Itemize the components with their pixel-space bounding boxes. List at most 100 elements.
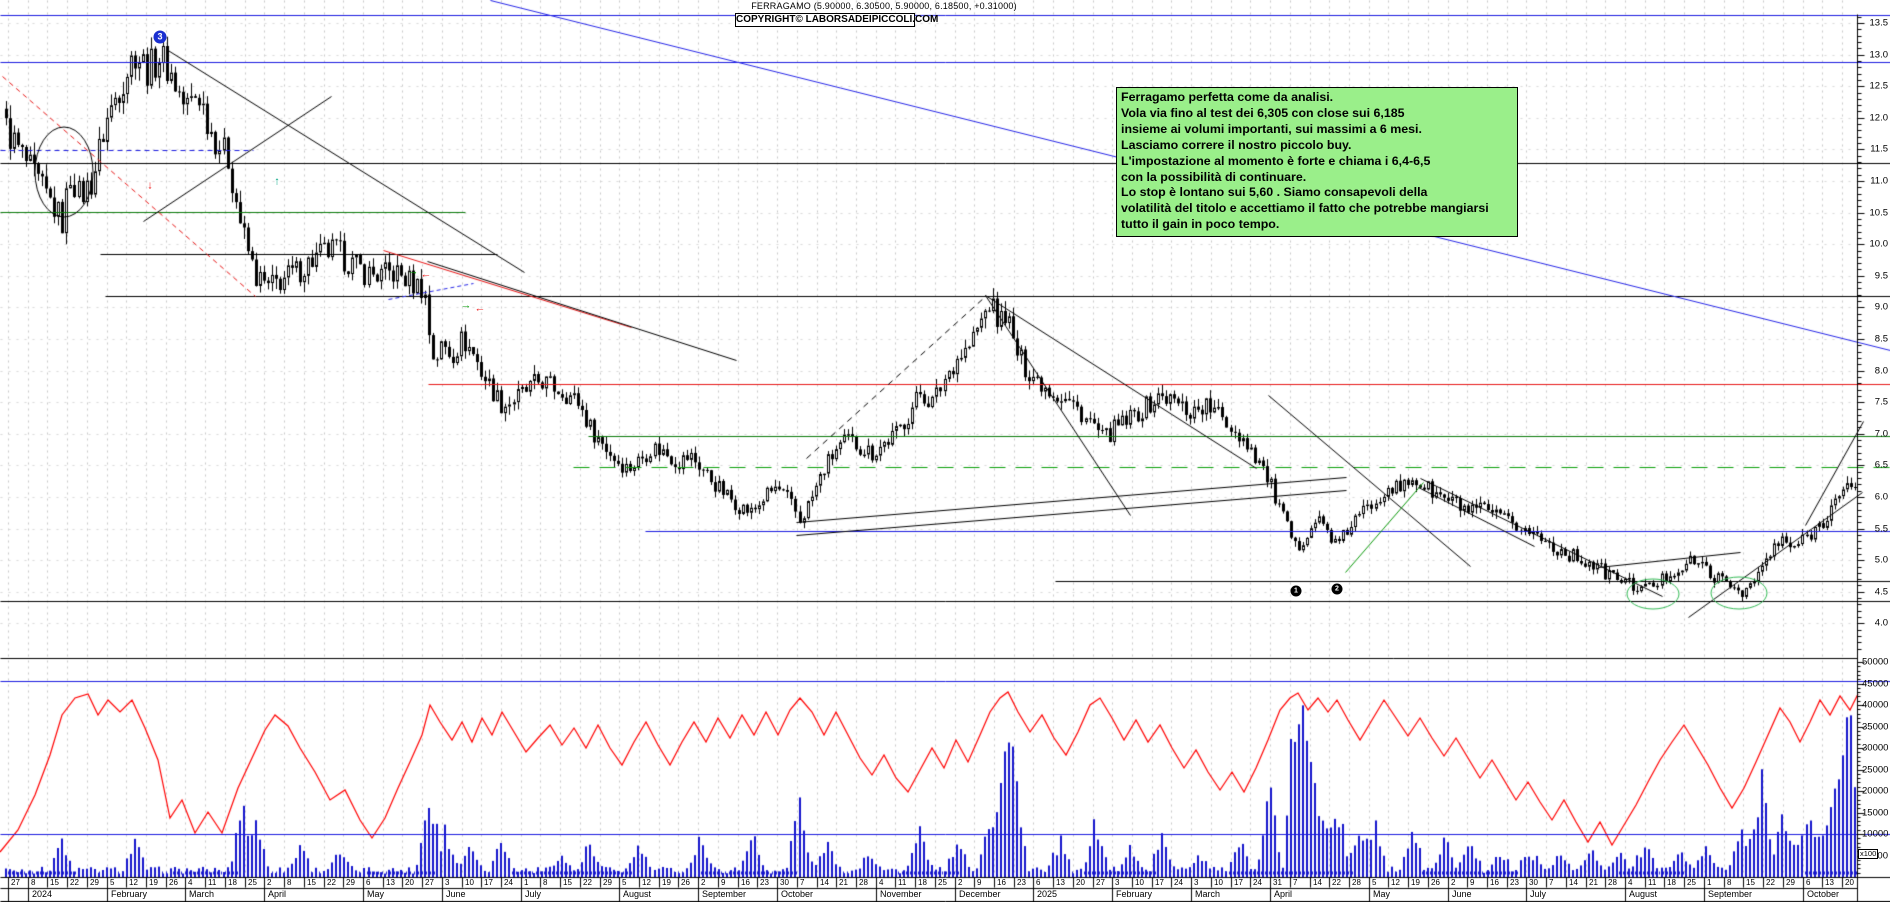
date-day-label: 24 (504, 878, 513, 887)
analysis-note-line: L'impostazione al momento è forte e chia… (1121, 153, 1431, 168)
month-label: 2025 (1037, 889, 1058, 899)
volume-axis-label: 25000 (1862, 763, 1889, 775)
month-label: September (1708, 889, 1753, 899)
date-day-label: 6 (1036, 878, 1041, 887)
date-day-label: 18 (228, 878, 237, 887)
date-day-label: 20 (1845, 878, 1854, 887)
date-day-label: 13 (386, 878, 395, 887)
date-day-label: 15 (307, 878, 316, 887)
price-axis-label: 13.0 (1869, 48, 1889, 60)
date-day-label: 1 (1707, 878, 1712, 887)
date-day-label: 15 (1746, 878, 1755, 887)
date-day-label: 21 (839, 878, 848, 887)
date-day-label: 9 (1470, 878, 1475, 887)
price-axis-label: 5.5 (1874, 522, 1888, 534)
date-day-label: 3 (1194, 878, 1199, 887)
price-axis-label: 4.0 (1874, 617, 1888, 629)
date-day-label: 22 (583, 878, 592, 887)
month-label: March (189, 889, 215, 899)
date-day-label: 8 (31, 878, 36, 887)
analysis-note-line: tutto il gain in poco tempo. (1121, 217, 1280, 232)
date-day-label: 11 (208, 878, 217, 887)
chart-title: FERRAGAMO (5.90000, 6.30500, 5.90000, 6.… (751, 1, 1017, 11)
price-axis-label: 10.0 (1869, 238, 1889, 250)
date-day-label: 25 (938, 878, 947, 887)
price-axis-label: 12.0 (1869, 112, 1889, 124)
month-label: August (1629, 889, 1658, 899)
month-label: October (1807, 889, 1840, 899)
price-axis-label: 6.0 (1874, 491, 1888, 503)
price-axis-label: 11.5 (1870, 143, 1888, 155)
analysis-note-line: con la possibilità di continuare. (1121, 169, 1307, 184)
date-day-label: 4 (188, 878, 193, 887)
wave-number-marker: 2 (1331, 583, 1343, 595)
date-day-label: 25 (248, 878, 257, 887)
date-day-label: 24 (1174, 878, 1183, 887)
date-day-label: 5 (622, 878, 627, 887)
volume-axis-label: 15000 (1862, 806, 1889, 818)
price-axis-label: 11.0 (1870, 175, 1888, 187)
date-day-label: 8 (543, 878, 548, 887)
date-day-label: 27 (1096, 878, 1105, 887)
date-day-label: 16 (741, 878, 750, 887)
date-day-label: 17 (484, 878, 493, 887)
date-day-label: 29 (603, 878, 612, 887)
analysis-note-line: Ferragamo perfetta come da analisi. (1121, 90, 1334, 104)
date-day-label: 15 (50, 878, 59, 887)
price-axis-label: 12.5 (1869, 80, 1889, 92)
date-day-label: 18 (918, 878, 927, 887)
date-day-label: 2 (1451, 878, 1456, 887)
copyright-badge: COPYRIGHT© LABORSADEIPICCOLI.COM (735, 13, 939, 27)
date-day-label: 14 (1569, 878, 1578, 887)
month-label: April (268, 889, 287, 899)
date-day-label: 22 (327, 878, 336, 887)
month-label: August (623, 889, 652, 899)
date-day-label: 4 (879, 878, 884, 887)
date-day-label: 30 (780, 878, 789, 887)
month-label: July (525, 889, 542, 899)
month-label: June (446, 889, 466, 899)
date-day-label: 3 (445, 878, 450, 887)
date-day-label: 2 (958, 878, 963, 887)
price-axis-label: 13.5 (1869, 17, 1889, 29)
date-day-label: 17 (1234, 878, 1243, 887)
date-day-label: 24 (1253, 878, 1262, 887)
date-day-label: 19 (149, 878, 158, 887)
month-label: November (880, 889, 922, 899)
date-day-label: 10 (1135, 878, 1144, 887)
volume-unit-label: x100 (1858, 849, 1879, 859)
month-label: September (702, 889, 747, 899)
date-day-label: 16 (997, 878, 1006, 887)
date-day-label: 7 (1549, 878, 1554, 887)
date-day-label: 10 (465, 878, 474, 887)
date-day-label: 22 (1766, 878, 1775, 887)
date-day-label: 17 (1155, 878, 1164, 887)
date-day-label: 7 (1293, 878, 1298, 887)
date-day-label: 12 (129, 878, 138, 887)
date-day-label: 15 (563, 878, 572, 887)
volume-axis-label: 20000 (1862, 785, 1889, 797)
price-axis-label: 9.5 (1874, 270, 1888, 282)
volume-axis-label: 45000 (1862, 677, 1889, 689)
volume-axis-label: 35000 (1862, 720, 1889, 732)
price-axis-label: 8.5 (1874, 333, 1888, 345)
date-day-label: 29 (346, 878, 355, 887)
month-label: May (367, 889, 385, 899)
month-label: March (1195, 889, 1221, 899)
date-day-label: 23 (1017, 878, 1026, 887)
date-day-label: 21 (1589, 878, 1598, 887)
date-day-label: 18 (1667, 878, 1676, 887)
date-day-label: 28 (859, 878, 868, 887)
date-day-label: 16 (1490, 878, 1499, 887)
price-axis-label: 10.5 (1869, 206, 1889, 218)
date-day-label: 12 (642, 878, 651, 887)
date-day-label: 10 (1214, 878, 1223, 887)
month-label: October (781, 889, 814, 899)
wave-number-marker: 3 (153, 30, 167, 44)
date-day-label: 14 (820, 878, 829, 887)
signal-arrow-icon: ↑ (274, 175, 280, 188)
date-day-label: 11 (898, 878, 907, 887)
date-day-label: 11 (1648, 878, 1657, 887)
